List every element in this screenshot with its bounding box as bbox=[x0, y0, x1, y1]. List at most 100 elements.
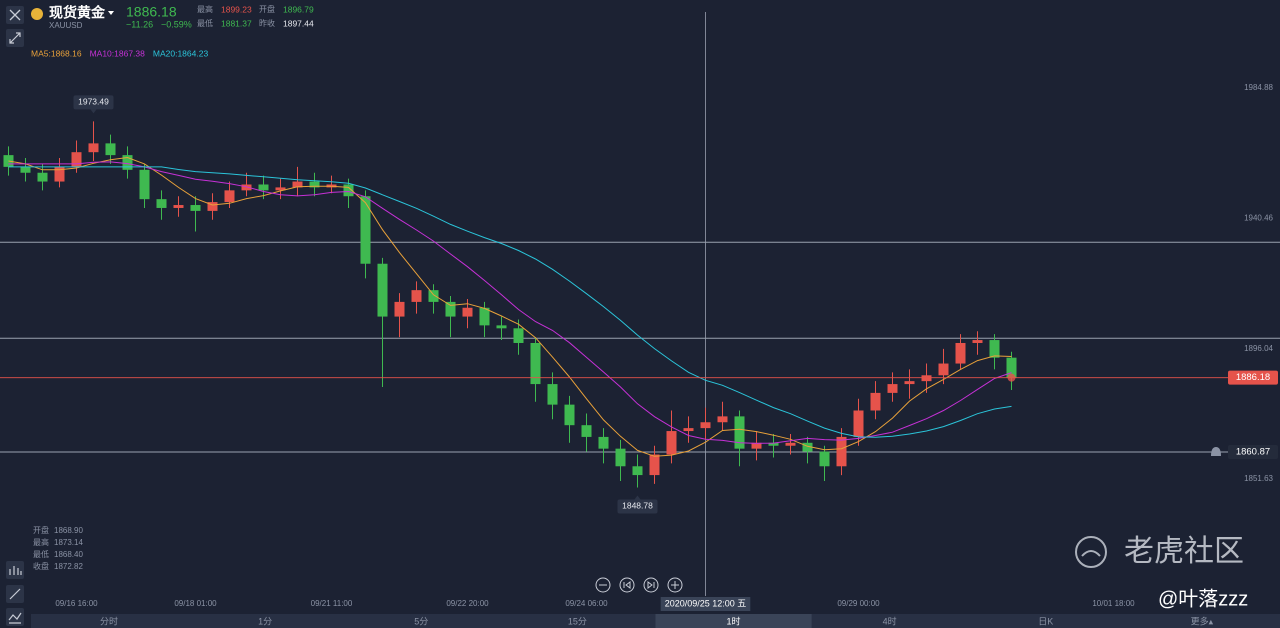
candle-body bbox=[156, 199, 167, 208]
candle-body bbox=[122, 155, 133, 170]
info-value: 1873.14 bbox=[54, 538, 83, 547]
candle-body bbox=[853, 410, 864, 437]
candle-body bbox=[717, 416, 728, 423]
first-button[interactable] bbox=[619, 577, 635, 593]
tab[interactable]: 1分 bbox=[258, 616, 272, 626]
candle-body bbox=[921, 375, 932, 382]
current-price-box bbox=[1228, 370, 1278, 385]
candle-body bbox=[598, 436, 609, 449]
candle-body bbox=[173, 205, 184, 208]
watermark-logo bbox=[1075, 536, 1107, 568]
x-tick-label: 09/24 06:00 bbox=[565, 599, 608, 608]
extreme-label: 1973.49 bbox=[78, 97, 109, 107]
tab[interactable]: 更多▴ bbox=[1191, 615, 1214, 626]
last-price: 1886.18 bbox=[126, 4, 177, 20]
last-button[interactable] bbox=[643, 577, 659, 593]
candle-body bbox=[462, 307, 473, 317]
candle-body bbox=[54, 166, 65, 182]
legend-entry: MA20:1864.23 bbox=[153, 48, 209, 58]
alert-bell bbox=[1211, 446, 1221, 456]
candle-body bbox=[258, 184, 269, 191]
x-tick-label: 09/21 11:00 bbox=[311, 599, 353, 608]
stat-label: 开盘 bbox=[259, 4, 275, 14]
info-label: 开盘 bbox=[33, 525, 49, 535]
icon bbox=[647, 581, 655, 589]
candle-body bbox=[547, 384, 558, 405]
candle-body bbox=[734, 416, 745, 449]
x-tick-label: 10/01 18:00 bbox=[1092, 599, 1135, 608]
draw-icon bbox=[9, 588, 21, 600]
candle-body bbox=[1006, 357, 1017, 378]
info-label: 收盘 bbox=[33, 561, 49, 571]
candle-body bbox=[564, 404, 575, 426]
close-icon bbox=[9, 9, 21, 21]
extreme-box bbox=[617, 499, 658, 514]
candle-body bbox=[530, 342, 541, 385]
info-value: 1868.40 bbox=[54, 550, 83, 559]
ma-line bbox=[8, 156, 1012, 457]
candle-body bbox=[275, 187, 286, 191]
symbol: XAUUSD bbox=[49, 21, 83, 30]
indicator-button[interactable] bbox=[6, 561, 24, 579]
crosshair-x-box bbox=[660, 597, 751, 611]
candle-body bbox=[105, 143, 116, 156]
candle-body bbox=[71, 152, 82, 167]
x-tick-label: 09/18 01:00 bbox=[174, 599, 217, 608]
instrument-name[interactable]: 现货黄金 bbox=[49, 5, 106, 21]
tab[interactable]: 1时 bbox=[727, 615, 741, 626]
stat-value: 1896.79 bbox=[283, 4, 314, 14]
zoom-in-button[interactable] bbox=[667, 577, 683, 593]
stat-value: 1899.23 bbox=[221, 4, 252, 14]
candle-body bbox=[377, 263, 388, 317]
dropdown-arrow[interactable] bbox=[108, 11, 114, 15]
tab[interactable]: 日K bbox=[1038, 616, 1053, 626]
info-label: 最低 bbox=[33, 549, 49, 559]
extreme-box bbox=[73, 95, 114, 110]
tab[interactable]: 5分 bbox=[414, 616, 428, 626]
y-tick-label: 1984.88 bbox=[1244, 83, 1273, 92]
watermark-brand: 老虎社区 bbox=[1124, 535, 1244, 568]
candle-body bbox=[292, 181, 303, 188]
current-price-dot bbox=[1007, 373, 1016, 382]
expand-icon bbox=[9, 32, 21, 44]
candle-body bbox=[224, 190, 235, 203]
candle-body bbox=[207, 202, 218, 211]
tab[interactable]: 15分 bbox=[568, 616, 587, 626]
candle-body bbox=[343, 184, 354, 197]
candle-body bbox=[768, 442, 779, 446]
candle-body bbox=[836, 436, 847, 467]
candle-body bbox=[411, 290, 422, 302]
candle-body bbox=[479, 307, 490, 326]
compare-icon bbox=[8, 612, 22, 624]
candle-body bbox=[972, 340, 983, 343]
info-label: 最高 bbox=[33, 537, 49, 547]
y-tick-label: 1940.46 bbox=[1244, 213, 1273, 222]
tab[interactable]: 分时 bbox=[100, 615, 118, 626]
legend-entry: MA5:1868.16 bbox=[31, 48, 82, 58]
side-tools bbox=[6, 561, 24, 626]
candle-body bbox=[887, 384, 898, 393]
candle-body bbox=[904, 381, 915, 385]
stat-label: 最高 bbox=[197, 4, 213, 14]
extreme-pointer bbox=[90, 109, 97, 114]
x-tick-label: 09/22 20:00 bbox=[446, 599, 489, 608]
candle-body bbox=[649, 454, 660, 476]
candle-body bbox=[309, 181, 320, 188]
x-tick-label: 09/16 16:00 bbox=[55, 599, 98, 608]
indicator-icon bbox=[9, 566, 22, 575]
alert-label-box bbox=[1228, 444, 1278, 459]
candle-body bbox=[190, 205, 201, 211]
stat-label: 昨收 bbox=[259, 18, 275, 28]
tab[interactable]: 4时 bbox=[883, 615, 897, 626]
current-price-label: 1886.18 bbox=[1236, 372, 1270, 383]
candle-body bbox=[428, 290, 439, 302]
candle-body bbox=[139, 169, 150, 200]
change: −11.26 bbox=[126, 19, 153, 29]
watermark-logo-mark bbox=[1081, 550, 1101, 557]
candle-body bbox=[632, 466, 643, 476]
candle-body bbox=[751, 442, 762, 449]
info-value: 1868.90 bbox=[54, 526, 83, 535]
zoom-out-button[interactable] bbox=[595, 577, 611, 593]
